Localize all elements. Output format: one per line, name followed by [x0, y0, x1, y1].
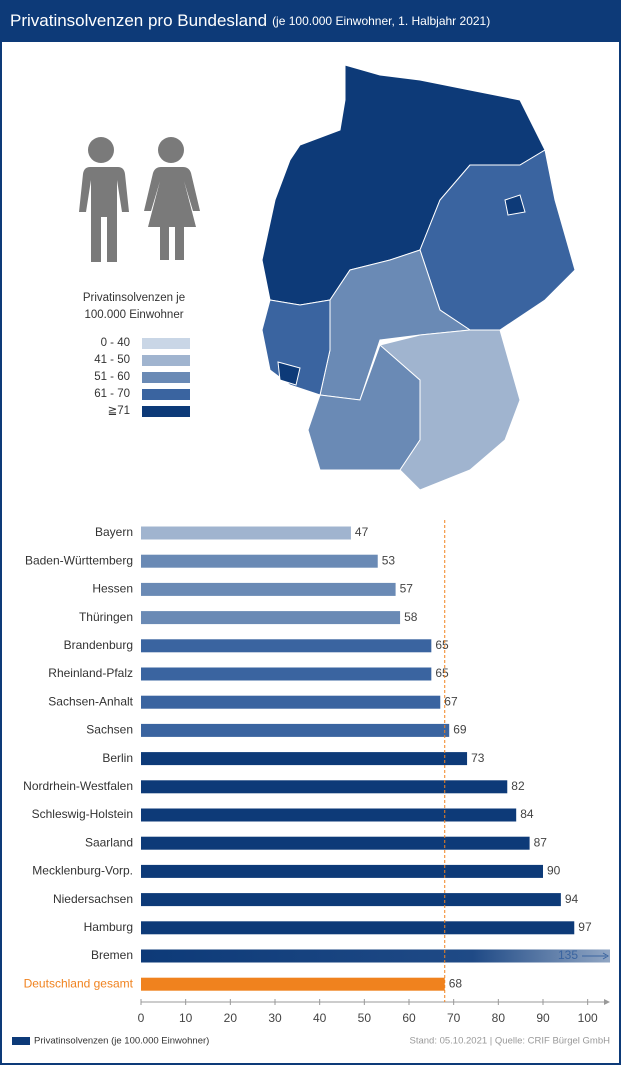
- map-legend: Privatinsolvenzen je 100.000 Einwohner 0 -…: [83, 292, 190, 417]
- category-label: Hamburg: [84, 920, 133, 934]
- value-label: 94: [565, 892, 579, 906]
- overflow-arrowhead: [602, 952, 609, 960]
- bar: [141, 780, 508, 794]
- value-label: 73: [471, 751, 485, 765]
- x-tick-label: 100: [578, 1011, 598, 1025]
- legend-label: Privatinsolvenzen (je 100.000 Einwohner): [34, 1036, 209, 1047]
- title-main: Privatinsolvenzen pro Bundesland: [10, 11, 267, 30]
- category-label: Sachsen-Anhalt: [48, 694, 133, 708]
- legend-swatch: [142, 338, 190, 349]
- legend-title: 100.000 Einwohner: [84, 309, 183, 321]
- value-label: 87: [534, 835, 548, 849]
- bar: [141, 921, 575, 935]
- category-label: Deutschland gesamt: [24, 976, 134, 990]
- category-label: Hessen: [92, 582, 133, 596]
- bar: [141, 723, 450, 737]
- value-label: 68: [449, 976, 463, 990]
- value-label: 65: [435, 666, 449, 680]
- bar: [141, 582, 396, 596]
- x-tick-label: 90: [536, 1011, 550, 1025]
- legend-swatch: [142, 389, 190, 400]
- category-label: Brandenburg: [64, 638, 133, 652]
- legend-swatch: [142, 355, 190, 366]
- value-label: 47: [355, 525, 369, 539]
- x-tick-label: 80: [492, 1011, 506, 1025]
- x-tick-label: 50: [358, 1011, 372, 1025]
- category-label: Thüringen: [79, 610, 133, 624]
- value-label: 53: [382, 553, 396, 567]
- bar: [141, 554, 378, 568]
- category-label: Bayern: [95, 525, 133, 539]
- category-label: Mecklenburg-Vorp.: [32, 864, 133, 878]
- category-label: Sachsen: [86, 723, 133, 737]
- x-tick-label: 20: [224, 1011, 238, 1025]
- bar: [141, 864, 543, 878]
- bar: [141, 808, 517, 822]
- germany-map: [261, 64, 576, 491]
- value-label: 135: [558, 948, 578, 962]
- title: Privatinsolvenzen pro Bundesland (je 100.…: [10, 11, 490, 30]
- x-tick-label: 0: [138, 1011, 145, 1025]
- legend-label: 0 - 40: [101, 337, 130, 349]
- bar: [141, 667, 432, 681]
- category-label: Saarland: [85, 835, 133, 849]
- x-tick-label: 10: [179, 1011, 193, 1025]
- legend-label: ≧71: [108, 405, 130, 417]
- value-label: 65: [435, 638, 449, 652]
- legend-swatch: [142, 372, 190, 383]
- legend-label: 41 - 50: [94, 354, 130, 366]
- bar: [141, 611, 401, 625]
- person-icons: [79, 137, 200, 262]
- value-label: 90: [547, 864, 561, 878]
- bar: [141, 977, 445, 991]
- category-label: Berlin: [102, 751, 133, 765]
- bar: [141, 752, 468, 766]
- subtitle: (je 100.000 Einwohner, 1. Halbjahr 2021): [272, 14, 490, 28]
- legend-swatch: [12, 1037, 30, 1045]
- legend-swatch: [142, 406, 190, 417]
- value-label: 82: [511, 779, 525, 793]
- x-tick-label: 60: [402, 1011, 416, 1025]
- bar: [141, 893, 561, 907]
- header-bar: [0, 0, 621, 42]
- bar: [141, 526, 351, 540]
- bar: [141, 949, 610, 963]
- value-label: 97: [578, 920, 592, 934]
- category-label: Niedersachsen: [53, 892, 133, 906]
- bar: [141, 695, 441, 709]
- category-label: Baden-Württemberg: [25, 553, 133, 567]
- bars: [141, 526, 610, 991]
- value-label: 84: [520, 807, 534, 821]
- legend-title: Privatinsolvenzen je: [83, 292, 185, 304]
- value-label: 58: [404, 610, 418, 624]
- legend-label: 51 - 60: [94, 371, 130, 383]
- x-tick-label: 70: [447, 1011, 461, 1025]
- x-tick-label: 30: [268, 1011, 282, 1025]
- category-label: Bremen: [91, 948, 133, 962]
- category-label: Nordrhein-Westfalen: [23, 779, 133, 793]
- value-label: 57: [400, 582, 414, 596]
- bar: [141, 836, 530, 850]
- value-label: 67: [444, 694, 458, 708]
- axis-arrow: [604, 999, 610, 1005]
- x-tick-label: 40: [313, 1011, 327, 1025]
- value-label: 69: [453, 723, 467, 737]
- legend-label: 61 - 70: [94, 388, 130, 400]
- category-label: Schleswig-Holstein: [32, 807, 133, 821]
- source: Stand: 05.10.2021 | Quelle: CRIF Bürgel …: [410, 1036, 611, 1047]
- bar: [141, 639, 432, 653]
- category-label: Rheinland-Pfalz: [48, 666, 133, 680]
- bar-chart: 0 10 20 30 40 50 60 70 80 90 100 Bayern 47 Baden-Würt…: [12, 520, 611, 1047]
